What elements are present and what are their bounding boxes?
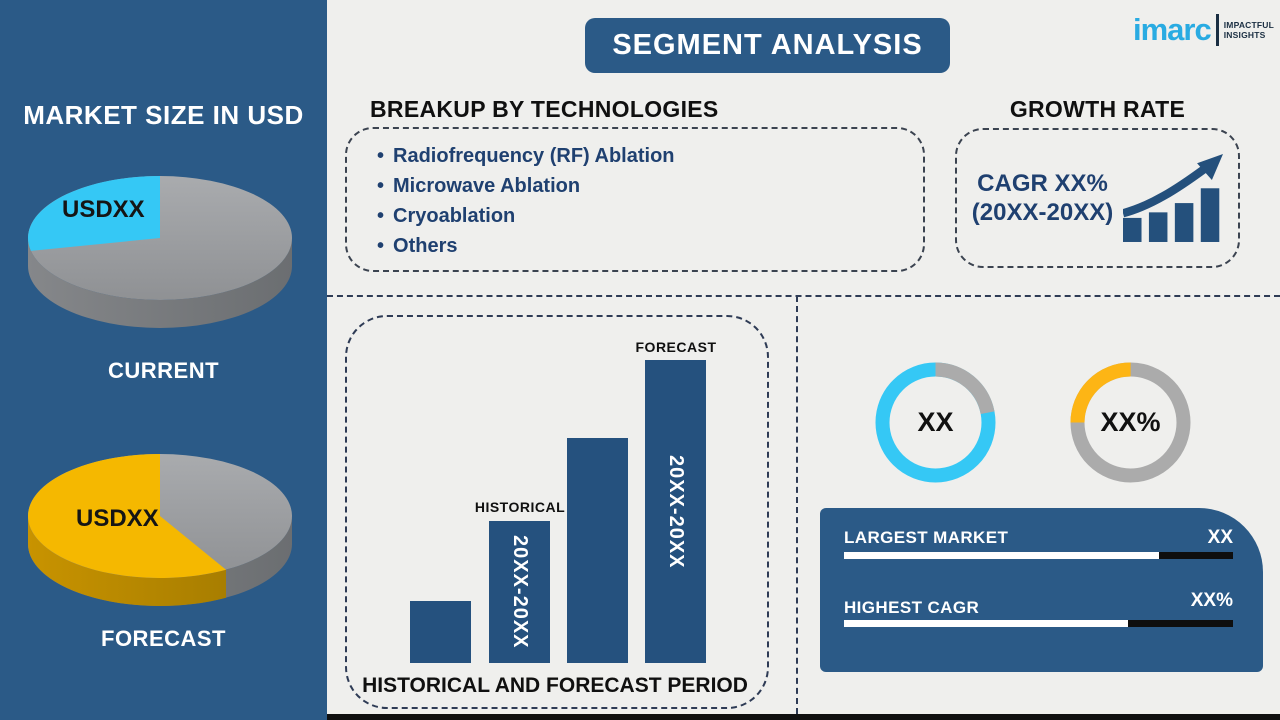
forecast-pie-slice: [28, 454, 226, 578]
logo-divider: [1215, 14, 1219, 46]
sidebar-heading: MARKET SIZE IN USD: [23, 100, 304, 130]
vertical-divider: [796, 296, 798, 714]
imarc-logo-wordmark: imarc: [1133, 12, 1212, 47]
cagr-line2: (20XX-20XX): [971, 199, 1114, 226]
right-donut-yellow-arc: [1070, 362, 1191, 483]
period-bar-3: [567, 438, 628, 663]
highest-cagr-bar: [844, 620, 1233, 627]
stats-box: LARGEST MARKET XX HIGHEST CAGR XX%: [820, 508, 1263, 672]
forecast-pie-chart: [27, 454, 292, 607]
largest-market-bar: [844, 552, 1233, 559]
forecast-pie-rim-yellow: [27, 516, 226, 607]
current-pie-caption: CURRENT: [107, 358, 220, 383]
period-chart-box: [345, 315, 769, 709]
cagr-text: CAGR XX% (20XX-20XX): [972, 169, 1113, 227]
breakup-item: • Cryoablation: [377, 205, 516, 227]
largest-market-bar-fill: [844, 552, 1160, 559]
breakup-list: • Radiofrequency (RF) Ablation • Microwave…: [377, 141, 923, 261]
left-donut-gray-arc: [875, 362, 996, 483]
highest-cagr-value: XX%: [1190, 590, 1233, 611]
page-title: SEGMENT ANALYSIS: [585, 18, 950, 73]
growth-rate-heading: GROWTH RATE: [1009, 96, 1186, 122]
bottom-border: [327, 714, 1280, 720]
forecast-label: FORECAST: [635, 339, 717, 355]
right-donut-chart: [1070, 362, 1191, 483]
period-bar-2-label: 20XX-20XX: [509, 535, 531, 649]
logo-tagline-line2: INSIGHTS: [1223, 30, 1266, 40]
imarc-logo: imarc IMPACTFUL INSIGHTS: [1133, 12, 1274, 48]
period-bar-4-label: 20XX-20XX: [665, 454, 687, 569]
right-donut-value: XX%: [1100, 407, 1161, 437]
forecast-pie-caption: FORECAST: [101, 626, 226, 651]
current-pie-slice: [28, 176, 160, 251]
breakup-heading: BREAKUP BY TECHNOLOGIES: [370, 96, 719, 122]
period-bar-4: 20XX-20XX: [645, 360, 706, 663]
historical-label: HISTORICAL: [474, 499, 566, 515]
breakup-item: • Microwave Ablation: [377, 175, 581, 197]
highest-cagr-label: HIGHEST CAGR: [844, 598, 980, 617]
horizontal-divider: [327, 295, 1280, 297]
largest-market-label: LARGEST MARKET: [844, 528, 1009, 547]
cagr-line1: CAGR XX%: [977, 170, 1108, 197]
growth-rate-box: CAGR XX% (20XX-20XX): [955, 128, 1240, 268]
sidebar: MARKET SIZE IN USD USDXX CURRENT: [0, 0, 327, 720]
forecast-pie-value: USDXX: [76, 505, 159, 532]
breakup-box: • Radiofrequency (RF) Ablation • Microwave…: [345, 127, 925, 272]
logo-tagline-line1: IMPACTFUL: [1223, 20, 1275, 30]
bullet-icon: •: [377, 145, 385, 167]
period-bar-2: 20XX-20XX: [489, 521, 550, 663]
left-donut-chart: [875, 362, 996, 483]
bullet-icon: •: [377, 235, 385, 257]
bullet-icon: •: [377, 205, 385, 227]
current-pie-rim: [28, 238, 292, 328]
largest-market-value: XX: [1207, 527, 1233, 548]
logo-tagline: IMPACTFUL INSIGHTS: [1224, 20, 1274, 40]
current-pie-chart: [28, 176, 292, 328]
breakup-item: • Others: [377, 235, 458, 257]
current-pie-value: USDXX: [62, 196, 145, 223]
breakup-item: • Radiofrequency (RF) Ablation: [377, 145, 675, 167]
bullet-icon: •: [377, 175, 385, 197]
left-donut-value: XX: [917, 407, 954, 437]
growth-chart-icon: [1123, 154, 1224, 242]
period-bar-1: [410, 601, 471, 663]
period-chart-caption: HISTORICAL AND FORECAST PERIOD: [362, 674, 748, 697]
page-title-text: SEGMENT ANALYSIS: [612, 29, 923, 61]
highest-cagr-bar-fill: [844, 620, 1128, 627]
